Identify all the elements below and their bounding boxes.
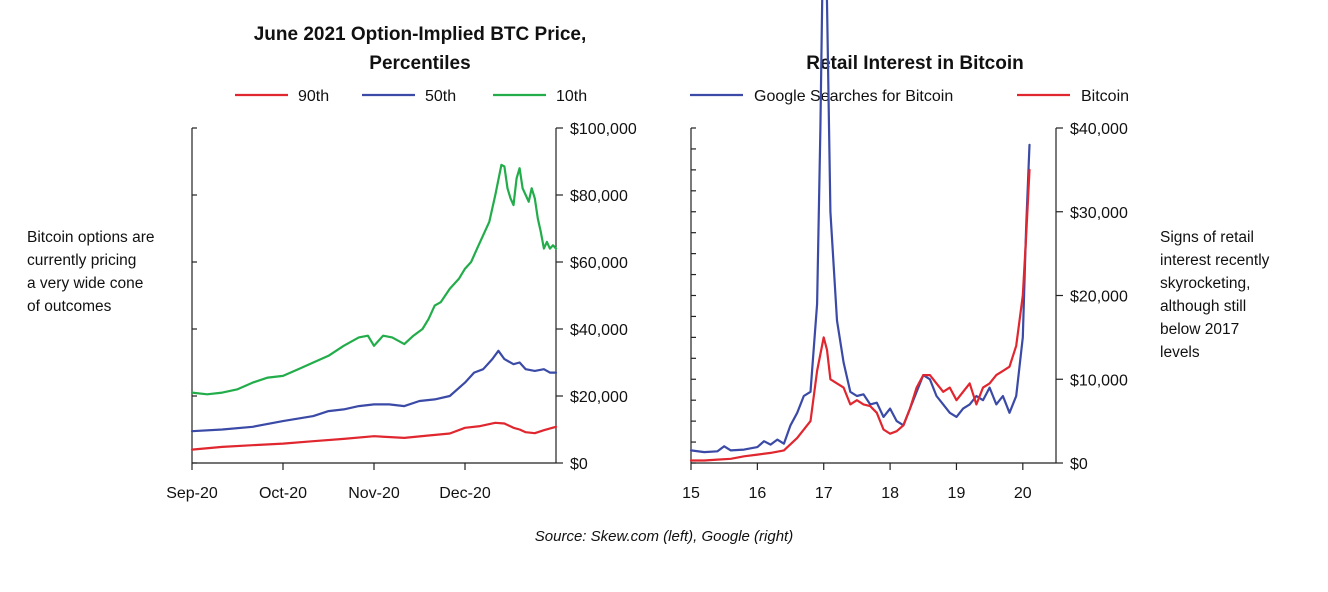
right-plot-series [689,0,1031,462]
left-y-tick-label: $0 [570,456,588,473]
left-annotation-line: currently pricing [27,252,136,269]
left-y-tick-label: $40,000 [570,322,628,339]
right-x-tick-label: 20 [1014,485,1032,502]
left-y-tick-label: $60,000 [570,255,628,272]
right-x-tick-label: 19 [948,485,966,502]
left-y-tick-label: $100,000 [570,121,637,138]
legend-label-google-searches: Google Searches for Bitcoin [754,88,953,105]
right-plot-axes: $0 $10,000 $20,000 $30,000 $40,000 15 16 17 18 19… [682,121,1128,502]
right-x-tick-label: 15 [682,485,700,502]
legend-label-bitcoin: Bitcoin [1081,88,1129,105]
left-x-tick-label: Nov-20 [348,485,400,502]
right-annotation-line: skyrocketing, [1160,275,1250,292]
right-x-tick-label: 18 [881,485,899,502]
right-chart-title: Retail Interest in Bitcoin [806,53,1023,74]
left-annotation-line: of outcomes [27,298,112,315]
right-y-tick-label: $0 [1070,456,1088,473]
right-y-tick-label: $20,000 [1070,289,1128,306]
right-y-tick-label: $40,000 [1070,121,1128,138]
right-annotation-line: levels [1160,344,1200,361]
right-annotation-line: although still [1160,298,1246,315]
right-legend: Google Searches for Bitcoin Bitcoin [690,88,1129,105]
left-x-tick-label: Oct-20 [259,485,307,502]
left-series-line-50th [190,349,558,433]
right-annotation-line: Signs of retail [1160,229,1254,246]
right-annotation: Signs of retail interest recently skyroc… [1160,229,1270,361]
left-series-line-10th [190,163,558,396]
left-x-tick-label: Sep-20 [166,485,218,502]
source-note: Source: Skew.com (left), Google (right) [535,528,793,545]
left-annotation-line: Bitcoin options are [27,229,155,246]
right-y-tick-label: $30,000 [1070,205,1128,222]
right-y-tick-label: $10,000 [1070,372,1128,389]
right-x-tick-label: 16 [748,485,766,502]
left-plot-series [190,163,558,451]
right-series-line-google-searches-for-bitcoin [689,0,1031,454]
legend-label-10th: 10th [556,88,587,105]
legend-label-50th: 50th [425,88,456,105]
right-series-line-bitcoin [689,168,1031,462]
left-x-tick-label: Dec-20 [439,485,491,502]
left-series-line-90th [190,421,558,451]
right-annotation-line: interest recently [1160,252,1270,269]
left-chart-title-line-1: June 2021 Option-Implied BTC Price, [254,24,587,45]
left-chart-title-line-2: Percentiles [369,53,470,74]
legend-label-90th: 90th [298,88,329,105]
left-legend: 90th 50th 10th [235,88,587,105]
right-annotation-line: below 2017 [1160,321,1239,338]
left-plot-axes: $0 $20,000 $40,000 $60,000 $80,000 $100,000 Se… [166,121,637,502]
left-y-tick-label: $20,000 [570,389,628,406]
left-annotation-line: a very wide cone [27,275,143,292]
right-x-tick-label: 17 [815,485,833,502]
left-annotation: Bitcoin options are currently pricing a … [27,229,155,315]
left-y-tick-label: $80,000 [570,188,628,205]
